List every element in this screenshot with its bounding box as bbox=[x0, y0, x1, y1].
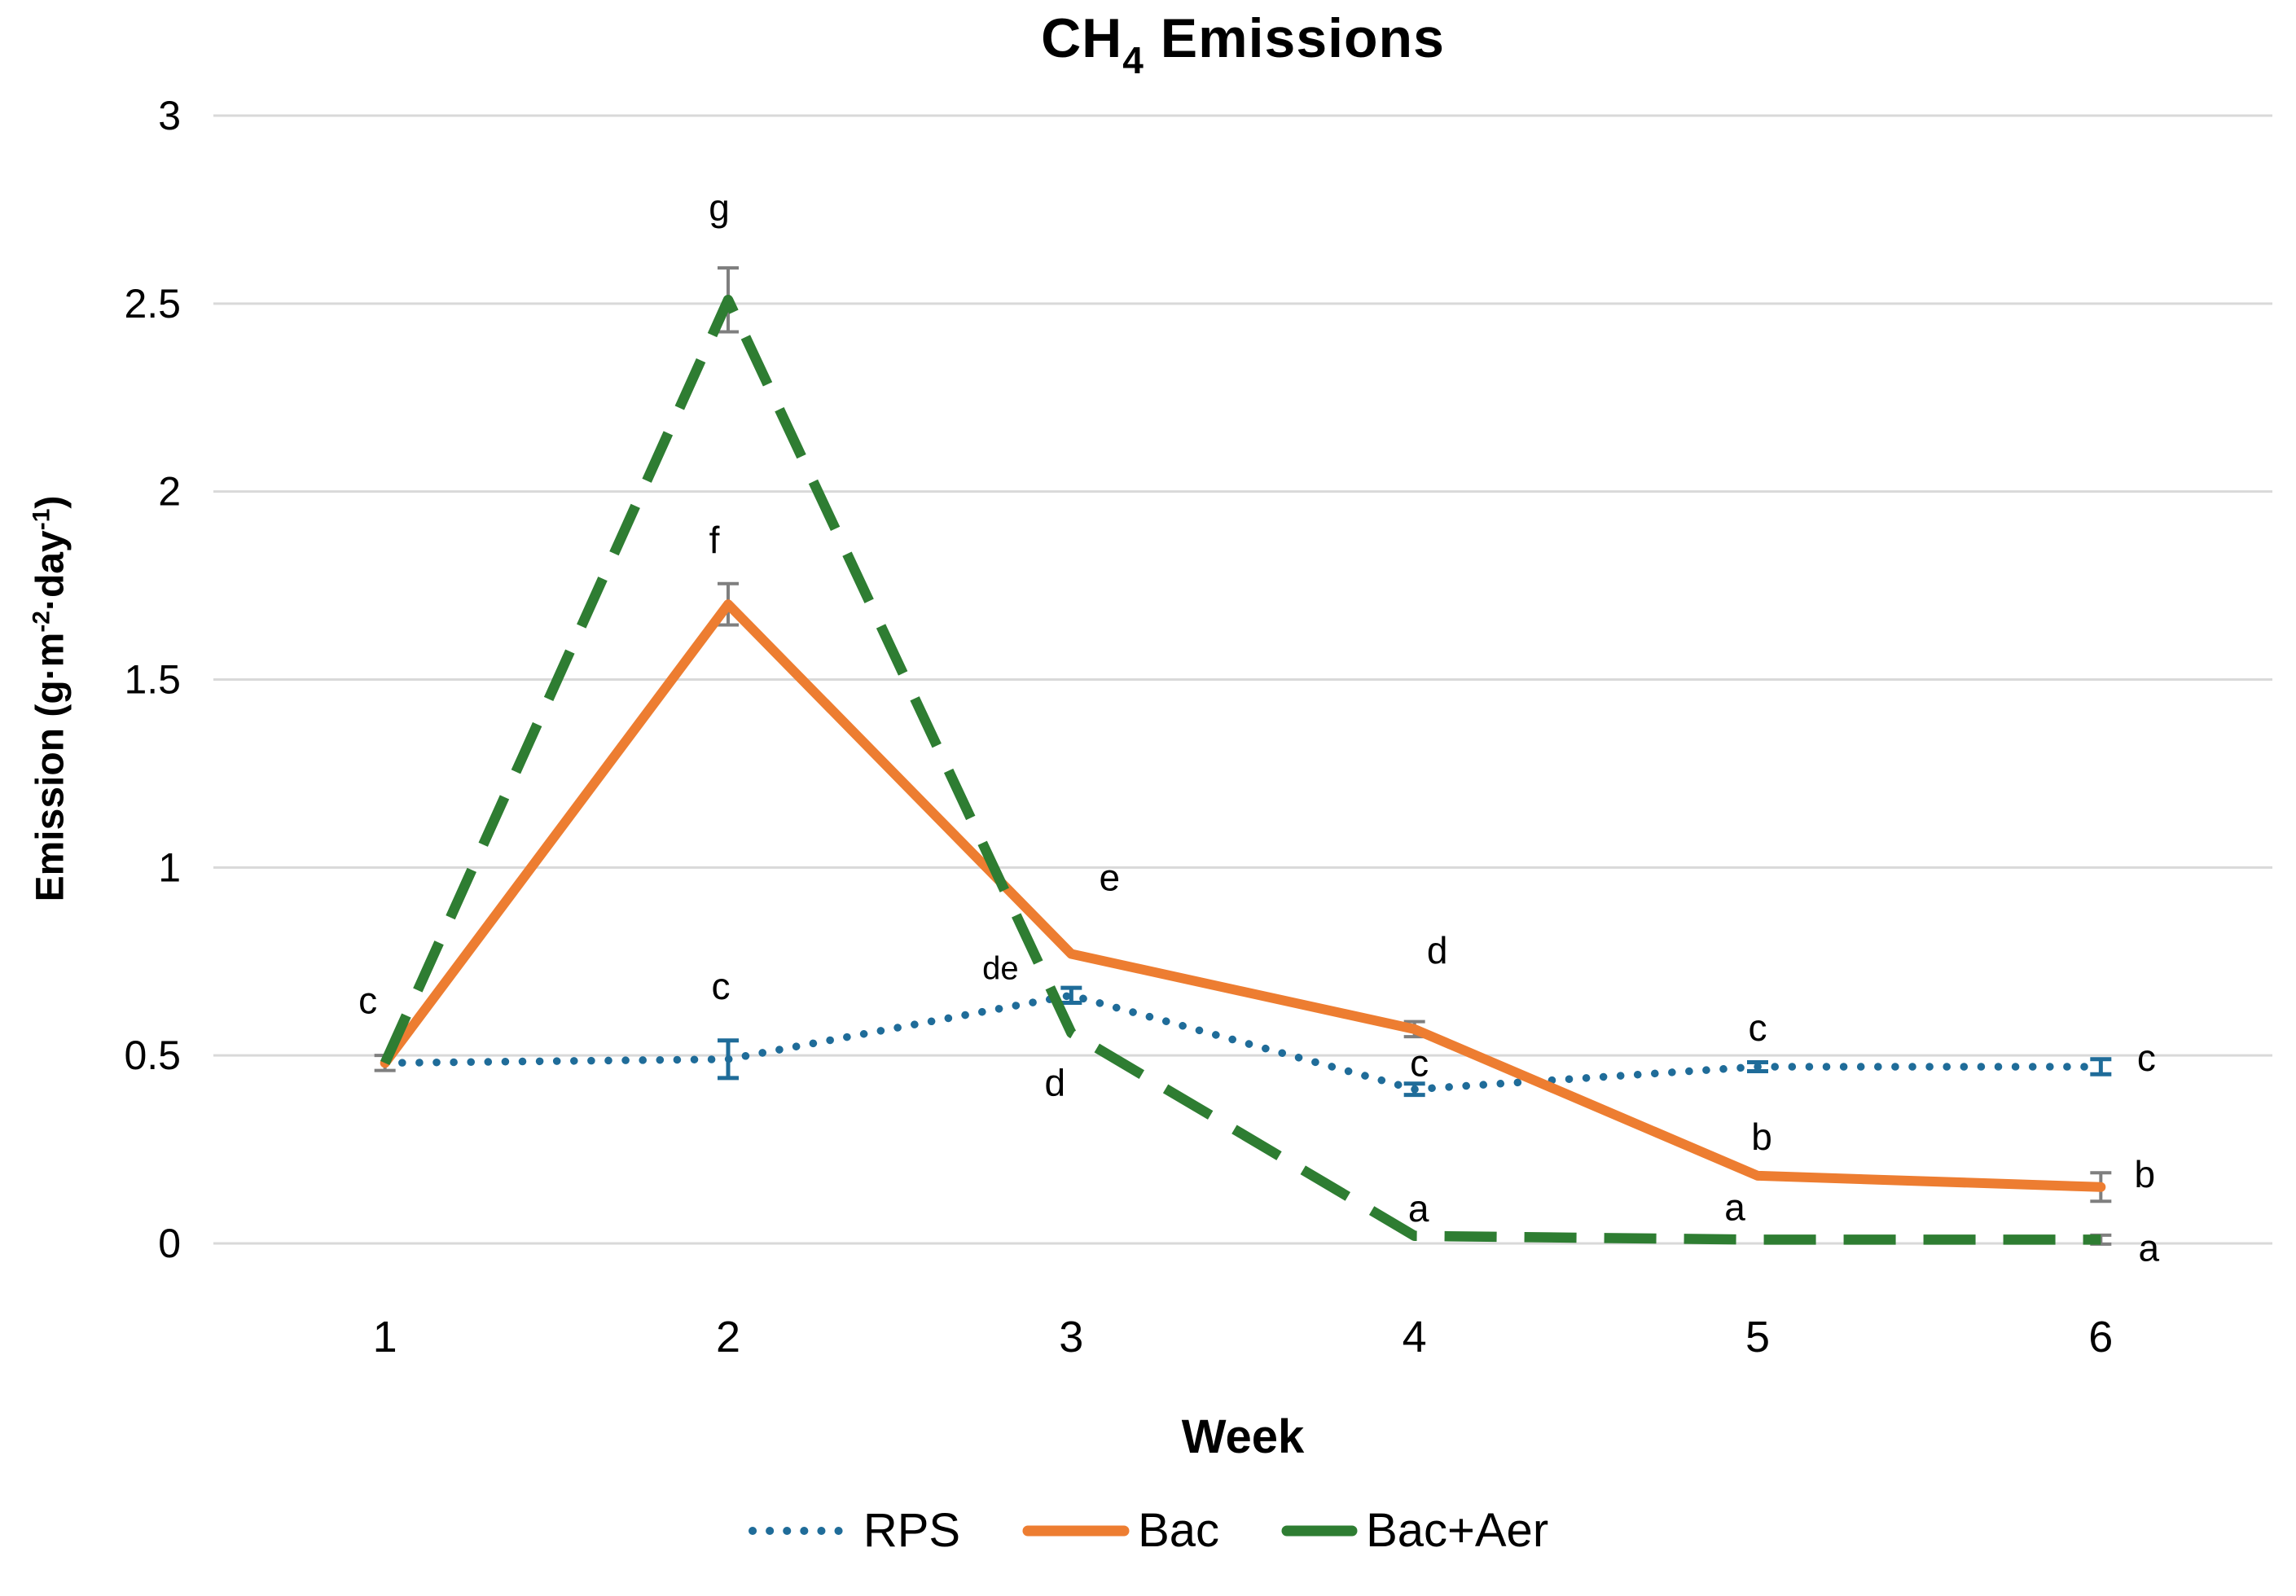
svg-text:5: 5 bbox=[1745, 1313, 1770, 1361]
legend-label-rps: RPS bbox=[863, 1504, 961, 1557]
x-tick-labels: 1 2 3 4 5 6 bbox=[373, 1313, 2114, 1361]
chart-title-subscript: 4 bbox=[1122, 39, 1144, 81]
series-line-bac-aer bbox=[380, 294, 2101, 1245]
chart-title-suffix: Emissions bbox=[1144, 7, 1445, 69]
svg-text:6: 6 bbox=[2088, 1313, 2113, 1361]
svg-text:0: 0 bbox=[158, 1221, 181, 1266]
svg-text:1: 1 bbox=[373, 1313, 397, 1361]
bac-legend-marker-icon bbox=[1022, 1524, 1130, 1537]
svg-text:4: 4 bbox=[1403, 1313, 1427, 1361]
error-bars bbox=[374, 265, 2112, 1246]
legend: RPS Bac Bac+Aer bbox=[0, 1503, 2296, 1558]
svg-text:2: 2 bbox=[158, 469, 181, 515]
svg-text:c: c bbox=[2137, 1037, 2156, 1079]
svg-text:c: c bbox=[1410, 1042, 1429, 1085]
chart-title-prefix: CH bbox=[1041, 7, 1123, 69]
svg-text:1: 1 bbox=[158, 844, 181, 890]
svg-text:f: f bbox=[709, 519, 720, 561]
svg-text:a: a bbox=[2139, 1226, 2160, 1269]
svg-text:d: d bbox=[1045, 1061, 1066, 1103]
svg-text:2.5: 2.5 bbox=[124, 281, 181, 327]
svg-text:b: b bbox=[1751, 1116, 1772, 1158]
bac-aer-legend-marker-icon bbox=[1281, 1524, 1358, 1537]
gridlines bbox=[213, 114, 2272, 1245]
legend-label-bac-aer: Bac+Aer bbox=[1366, 1504, 1549, 1557]
legend-item-rps: RPS bbox=[748, 1503, 960, 1558]
svg-text:d: d bbox=[1427, 929, 1448, 971]
x-axis-title: Week bbox=[1182, 1410, 1305, 1463]
svg-text:g: g bbox=[709, 186, 730, 229]
svg-text:c: c bbox=[1749, 1006, 1767, 1049]
chart-title: CH4 Emissions bbox=[213, 7, 2272, 82]
legend-label-bac: Bac bbox=[1138, 1504, 1220, 1557]
svg-text:1.5: 1.5 bbox=[124, 657, 181, 703]
svg-text:3: 3 bbox=[158, 93, 181, 138]
svg-text:c: c bbox=[712, 965, 731, 1007]
svg-text:a: a bbox=[1724, 1186, 1745, 1228]
svg-text:b: b bbox=[2135, 1153, 2156, 1195]
legend-item-bac: Bac bbox=[1022, 1503, 1219, 1558]
svg-text:c: c bbox=[358, 979, 377, 1021]
svg-text:e: e bbox=[1100, 857, 1121, 899]
svg-text:3: 3 bbox=[1059, 1313, 1083, 1361]
svg-text:de: de bbox=[982, 950, 1019, 986]
svg-text:a: a bbox=[1408, 1187, 1429, 1230]
svg-text:2: 2 bbox=[716, 1313, 740, 1361]
svg-text:0.5: 0.5 bbox=[124, 1033, 181, 1078]
rps-legend-marker-icon bbox=[748, 1524, 855, 1537]
legend-item-bac-aer: Bac+Aer bbox=[1281, 1503, 1548, 1558]
series-line-bac bbox=[380, 599, 2106, 1192]
y-tick-labels: 0 0.5 1 1.5 2 2.5 3 bbox=[124, 93, 181, 1266]
series-line-rps bbox=[380, 991, 2105, 1094]
